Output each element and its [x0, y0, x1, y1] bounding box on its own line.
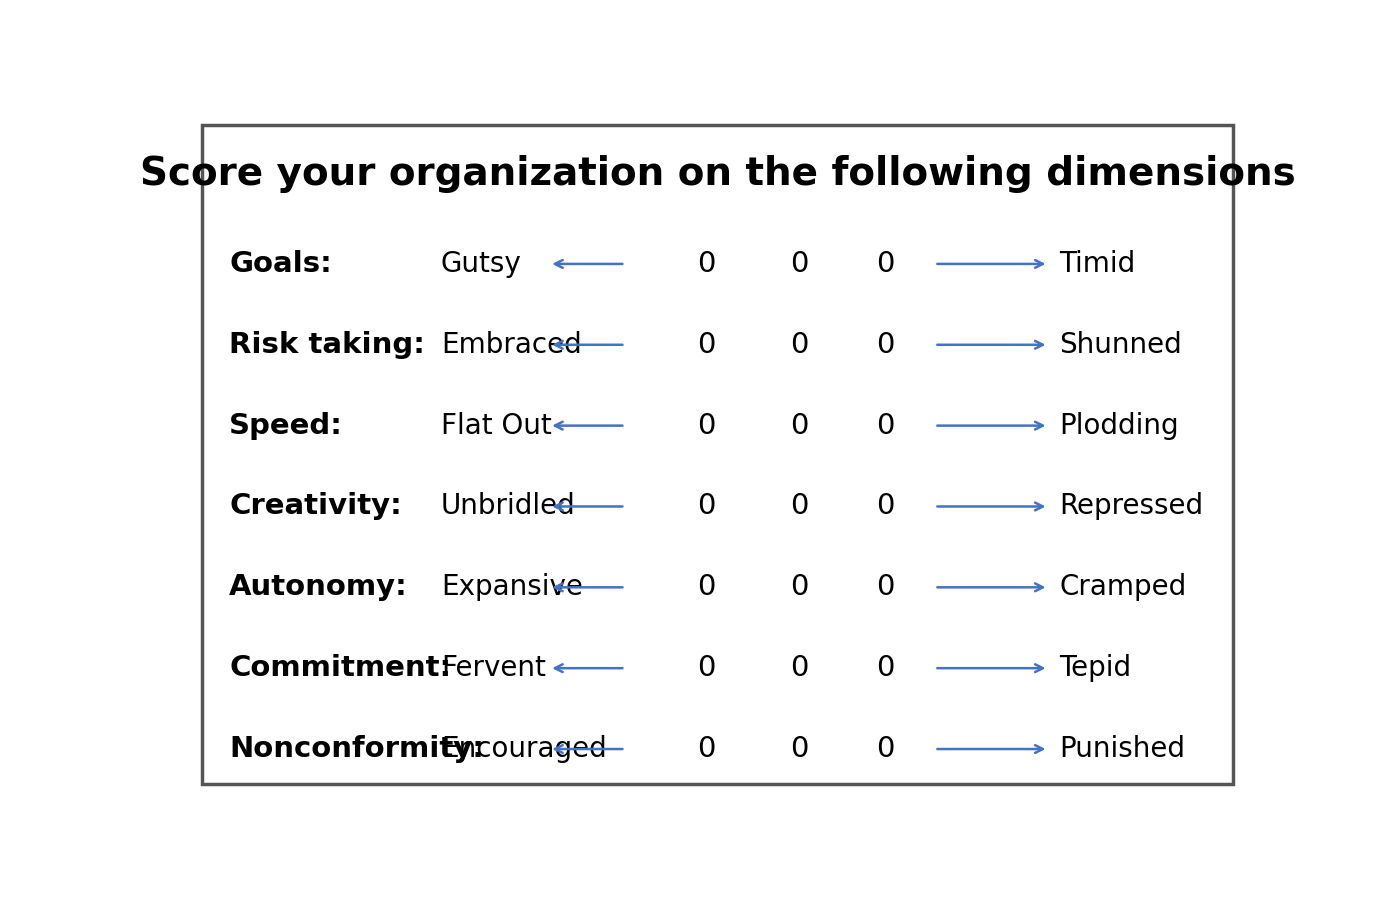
Text: Unbridled: Unbridled	[441, 492, 575, 520]
Text: Autonomy:: Autonomy:	[230, 573, 407, 601]
Text: 0: 0	[790, 492, 808, 520]
Text: 0: 0	[790, 735, 808, 763]
Text: Cramped: Cramped	[1060, 573, 1187, 601]
Text: Score your organization on the following dimensions: Score your organization on the following…	[140, 155, 1295, 193]
Text: Goals:: Goals:	[230, 250, 332, 278]
Text: Nonconformity:: Nonconformity:	[230, 735, 484, 763]
Text: Plodding: Plodding	[1060, 411, 1179, 439]
Text: 0: 0	[790, 250, 808, 278]
Text: 0: 0	[697, 573, 715, 601]
Text: 0: 0	[790, 411, 808, 439]
Text: 0: 0	[790, 654, 808, 682]
Text: 0: 0	[697, 250, 715, 278]
Text: 0: 0	[697, 411, 715, 439]
Text: Risk taking:: Risk taking:	[230, 331, 426, 359]
Text: 0: 0	[876, 735, 895, 763]
Text: Speed:: Speed:	[230, 411, 343, 439]
Text: 0: 0	[876, 654, 895, 682]
Text: 0: 0	[876, 492, 895, 520]
Text: Expansive: Expansive	[441, 573, 582, 601]
Text: Embraced: Embraced	[441, 331, 581, 359]
Text: 0: 0	[697, 735, 715, 763]
Text: Gutsy: Gutsy	[441, 250, 522, 278]
Text: Commitment:: Commitment:	[230, 654, 451, 682]
Text: 0: 0	[697, 492, 715, 520]
Text: 0: 0	[697, 654, 715, 682]
Text: Punished: Punished	[1060, 735, 1186, 763]
Text: Shunned: Shunned	[1060, 331, 1182, 359]
Text: Repressed: Repressed	[1060, 492, 1204, 520]
Text: Tepid: Tepid	[1060, 654, 1131, 682]
Text: Timid: Timid	[1060, 250, 1135, 278]
Text: 0: 0	[790, 331, 808, 359]
Text: Creativity:: Creativity:	[230, 492, 402, 520]
Text: Fervent: Fervent	[441, 654, 546, 682]
Text: 0: 0	[876, 573, 895, 601]
Text: 0: 0	[876, 331, 895, 359]
Text: 0: 0	[876, 411, 895, 439]
Text: 0: 0	[697, 331, 715, 359]
FancyBboxPatch shape	[202, 125, 1233, 784]
Text: 0: 0	[876, 250, 895, 278]
Text: Flat Out: Flat Out	[441, 411, 552, 439]
Text: Encouraged: Encouraged	[441, 735, 606, 763]
Text: 0: 0	[790, 573, 808, 601]
